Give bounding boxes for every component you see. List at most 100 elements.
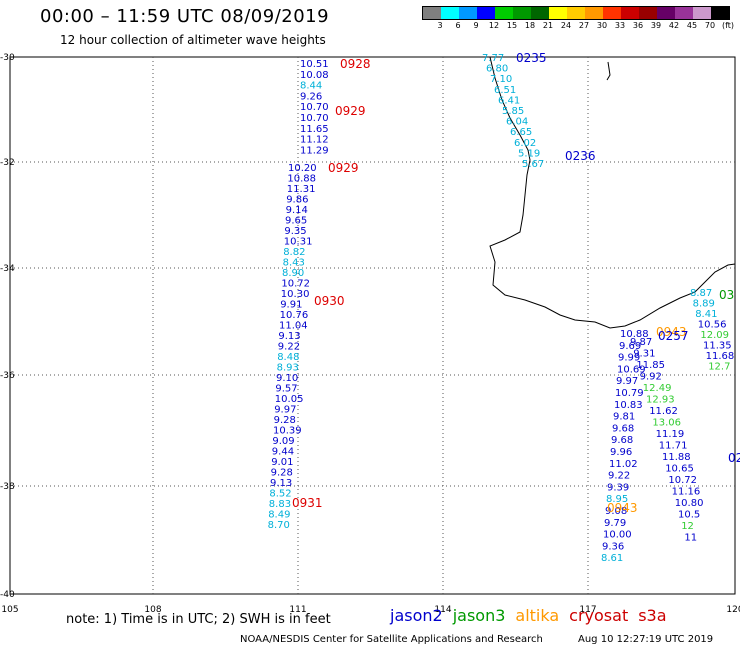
- wave-height-value: 10.31: [284, 237, 313, 248]
- pass-time-label: 0257: [658, 329, 689, 343]
- color-scale-tick: 42: [668, 21, 680, 30]
- wave-height-value: 12: [681, 521, 694, 532]
- wave-height-value: 9.31: [633, 349, 655, 360]
- wave-height-value: 8.89: [693, 299, 715, 310]
- wave-height-value: 9.36: [602, 541, 624, 552]
- wave-height-value: 11: [684, 533, 697, 544]
- wave-height-value: 6.04: [506, 117, 528, 128]
- lat-label: -34: [0, 264, 15, 274]
- wave-height-value: 11.35: [703, 341, 732, 352]
- wave-height-value: 6.65: [510, 127, 532, 138]
- chart-title: 00:00 – 11:59 UTC 08/09/2019: [40, 6, 330, 27]
- pass-time-label: 02: [728, 451, 740, 465]
- wave-height-value: 9.35: [284, 226, 306, 237]
- pass-time-label: 03: [719, 288, 734, 302]
- wave-height-value: 10.51: [300, 59, 329, 70]
- wave-height-value: 9.86: [286, 195, 308, 206]
- wave-height-value: 10.76: [280, 310, 309, 321]
- legend-s3a: s3a: [638, 606, 667, 625]
- lon-label: 108: [144, 605, 161, 615]
- color-swatch: [495, 7, 513, 19]
- wave-height-value: 5.19: [518, 148, 540, 159]
- wave-height-value: 9.44: [272, 447, 294, 458]
- wave-height-value: 10.05: [275, 394, 304, 405]
- wave-height-value: 10.79: [615, 388, 644, 399]
- wave-height-value: 10.88: [287, 174, 316, 185]
- pass-time-label: 0928: [340, 57, 371, 71]
- wave-height-value: 8.83: [269, 499, 291, 510]
- color-scale-tick: (ft): [721, 21, 735, 30]
- color-scale-tick: 70: [704, 21, 716, 30]
- wave-height-value: 6.51: [494, 85, 516, 96]
- wave-height-value: 8.93: [277, 363, 299, 374]
- legend-altika: altika: [515, 606, 560, 625]
- pass-time-label: 0235: [516, 51, 547, 65]
- color-swatch: [711, 7, 729, 19]
- wave-height-value: 10.72: [668, 475, 697, 486]
- legend-jason3: jason3: [452, 606, 506, 625]
- wave-height-value: 10.39: [273, 426, 302, 437]
- wave-height-value: 9.79: [604, 518, 626, 529]
- generated-timestamp: Aug 10 12:27:19 UTC 2019: [578, 634, 714, 645]
- wave-height-value: 10.00: [603, 530, 632, 541]
- wave-height-value: 11.29: [300, 145, 329, 156]
- color-scale-tick: 12: [488, 21, 500, 30]
- map-frame: [9, 56, 736, 595]
- color-swatch: [477, 7, 495, 19]
- pass-time-label: 0943: [607, 501, 638, 515]
- color-swatch: [675, 7, 693, 19]
- satellite-legend: jason2 jason3 altika cryosat s3a: [390, 606, 677, 625]
- wave-height-value: 9.57: [275, 384, 297, 395]
- wave-height-value: 9.22: [278, 342, 300, 353]
- wave-height-value: 10.80: [675, 498, 704, 509]
- pass-time-label: 0931: [292, 496, 323, 510]
- wave-height-value: 9.14: [286, 205, 308, 216]
- wave-height-value: 9.39: [607, 482, 629, 493]
- wave-height-value: 8.82: [283, 247, 305, 258]
- color-swatch: [459, 7, 477, 19]
- wave-height-value: 5.67: [522, 159, 544, 170]
- lat-label: -32: [0, 158, 15, 168]
- wave-height-value: 9.13: [270, 478, 292, 489]
- wave-height-value: 10.5: [678, 510, 700, 521]
- wave-height-value: 9.10: [276, 373, 298, 384]
- pass-time-label: 0236: [565, 149, 596, 163]
- island-path: [606, 61, 611, 81]
- footnote: note: 1) Time is in UTC; 2) SWH is in fe…: [66, 612, 331, 627]
- color-scale-tick: 15: [506, 21, 518, 30]
- wave-height-value: 8.49: [268, 510, 290, 521]
- color-swatch: [621, 7, 639, 19]
- color-swatch: [639, 7, 657, 19]
- wave-height-value: 8.90: [282, 268, 304, 279]
- wave-height-value: 8.48: [277, 352, 299, 363]
- color-scale-tick: 39: [650, 21, 662, 30]
- wave-height-value: 10.08: [300, 70, 329, 81]
- wave-height-value: 9.91: [280, 300, 302, 311]
- wave-height-value: 7.77: [482, 53, 504, 64]
- wave-height-value: 10.65: [665, 464, 694, 475]
- wave-height-value: 11.68: [706, 351, 735, 362]
- pass-time-label: 0929: [335, 104, 366, 118]
- color-scale-tick: 24: [560, 21, 572, 30]
- wave-height-value: 11.19: [656, 429, 685, 440]
- wave-height-value: 9.65: [285, 216, 307, 227]
- lat-label: -38: [0, 482, 15, 492]
- pass-time-label: 0929: [328, 161, 359, 175]
- wave-height-value: 5.85: [502, 106, 524, 117]
- wave-height-value: 10.70: [300, 113, 329, 124]
- color-scale-tick: 45: [686, 21, 698, 30]
- wave-height-value: 8.43: [283, 258, 305, 269]
- wave-height-value: 11.88: [662, 452, 691, 463]
- wave-height-value: 10.20: [288, 163, 317, 174]
- wave-height-value: 9.92: [640, 372, 662, 383]
- color-scale-tick: 18: [524, 21, 536, 30]
- color-scale-tick: 21: [542, 21, 554, 30]
- wave-height-value: 7.10: [490, 74, 512, 85]
- color-swatch: [423, 7, 441, 19]
- wave-height-value: 9.13: [278, 331, 300, 342]
- wave-height-value: 11.71: [659, 441, 688, 452]
- wave-height-value: 9.99: [618, 353, 640, 364]
- wave-height-value: 11.04: [279, 321, 308, 332]
- color-swatch: [585, 7, 603, 19]
- color-scale-tick: 6: [455, 21, 461, 30]
